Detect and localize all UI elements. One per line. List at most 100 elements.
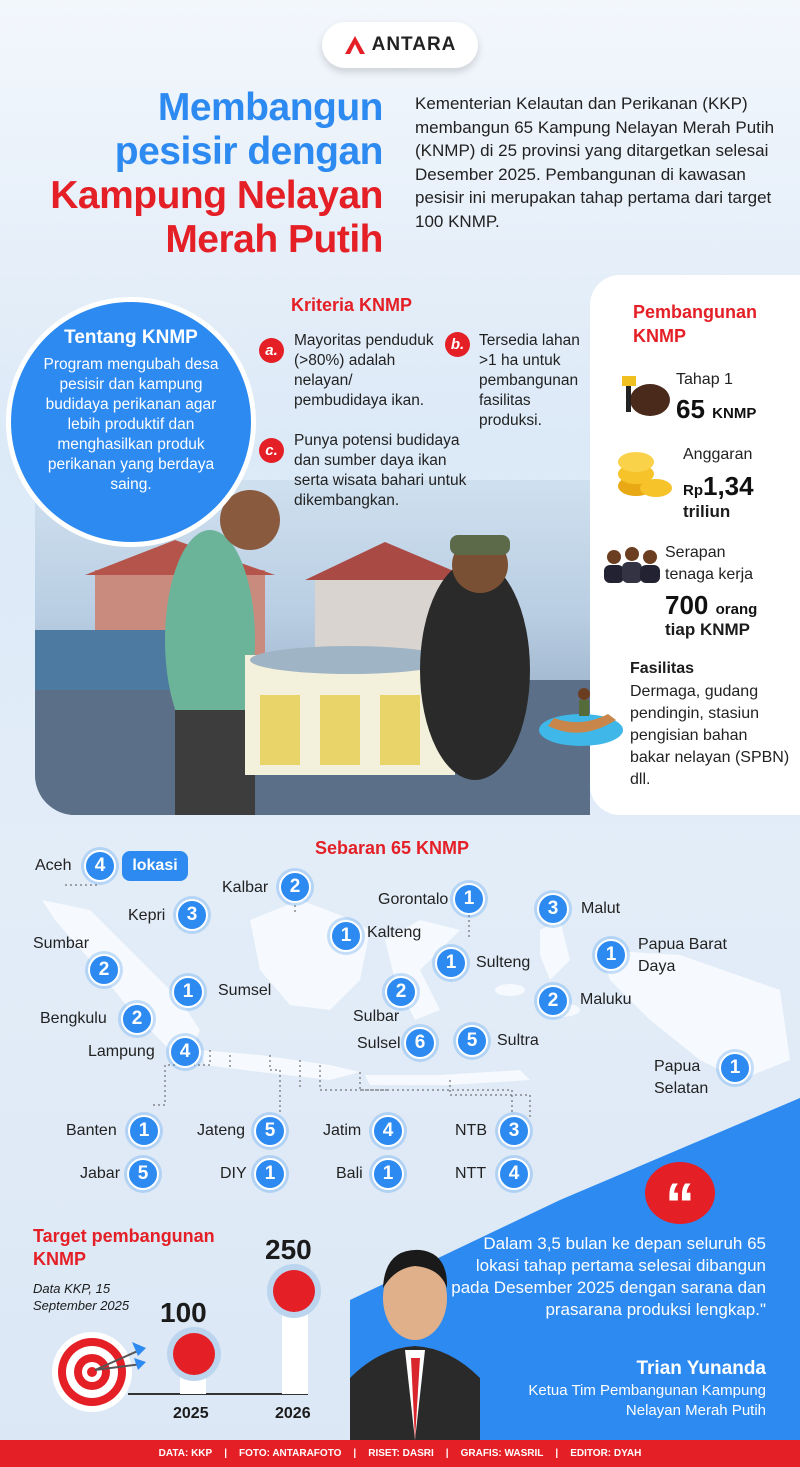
map-marker-count: 2 [279, 871, 311, 903]
map-marker-count: 4 [372, 1115, 404, 1147]
map-marker-count: 1 [330, 920, 362, 952]
value-2026: 250 [265, 1234, 312, 1265]
workers-suffix: tiap KNMP [665, 620, 750, 639]
budget-unit: triliun [683, 502, 731, 521]
map-region-label: Jatim [323, 1122, 362, 1139]
budget-label: Anggaran [683, 446, 753, 463]
separator: | [353, 1448, 357, 1459]
map-marker-count: 4 [498, 1158, 530, 1190]
point-2025 [173, 1333, 215, 1375]
speaker-portrait [350, 1249, 480, 1440]
map-region-label: Sulteng [476, 954, 531, 971]
map-marker-count: 5 [254, 1115, 286, 1147]
map-marker-count: 1 [172, 976, 204, 1008]
map-region-label: Aceh [35, 857, 72, 874]
credit-photo: FOTO: ANTARAFOTO [239, 1448, 342, 1459]
map-marker-count: 3 [537, 893, 569, 925]
title-line: Kampung Nelayan [50, 174, 383, 217]
workers-label: Serapan tenaga kerja [665, 544, 754, 583]
credit-research: RISET: DASRI [368, 1448, 434, 1459]
credit-editor: EDITOR: DYAH [570, 1448, 642, 1459]
fishermen-photo [35, 480, 590, 815]
map-marker-count: 5 [456, 1025, 488, 1057]
criteria-badge-b: b. [445, 332, 470, 357]
map-region-label: Sumbar [33, 935, 90, 952]
map-title: Sebaran 65 KNMP [315, 838, 470, 858]
title-line: Membangun [157, 86, 384, 129]
map-region-label: Sumsel [218, 982, 272, 999]
map-marker-count: 1 [435, 947, 467, 979]
criteria-item-c: Punya potensi budidaya dan sumber daya i… [294, 432, 467, 509]
target-source: Data KKP, 15 September 2025 [33, 1281, 130, 1313]
map-region-label: Kepri [128, 907, 166, 924]
map-marker-count: 4 [84, 850, 116, 882]
antara-logo: ANTARA [322, 22, 478, 68]
stage-value: 65 [676, 394, 705, 424]
map-region-label: Maluku [580, 991, 632, 1008]
target-board-icon [52, 1332, 146, 1412]
facilities-text: Dermaga, gudang pendingin, stasiun pengi… [630, 683, 790, 788]
target-title: Target pembangunan KNMP [33, 1226, 215, 1269]
title-line: Merah Putih [165, 218, 383, 261]
map-region-label: Sultra [497, 1032, 539, 1049]
indonesia-map [42, 884, 790, 1120]
map-region-label: Jabar [80, 1165, 121, 1182]
map-region-label: Sulbar [353, 1008, 400, 1025]
separator: | [445, 1448, 449, 1459]
criteria-item-a: Mayoritas penduduk (>80%) adalah nelayan… [294, 332, 434, 409]
map-marker-count: 4 [169, 1036, 201, 1068]
credit-graphics: GRAFIS: WASRIL [460, 1448, 544, 1459]
map-marker-count: 3 [176, 899, 208, 931]
credits-footer: DATA: KKP | FOTO: ANTARAFOTO | RISET: DASR… [0, 1440, 800, 1467]
map-region-label: Kalteng [367, 924, 422, 941]
development-panel [590, 275, 800, 815]
criteria-badge-c: c. [259, 438, 284, 463]
antara-logo-icon [344, 36, 365, 54]
lokasi-legend: lokasi [122, 851, 188, 881]
criteria-badge-a: a. [259, 338, 284, 363]
coins-icon [618, 452, 672, 497]
point-2026 [273, 1270, 315, 1312]
map-region-label: Sulsel [357, 1035, 401, 1052]
about-title: Tentang KNMP [64, 327, 198, 348]
budget-prefix: Rp [683, 482, 703, 499]
workers-unit: orang [715, 601, 758, 618]
map-marker-count: 1 [453, 883, 485, 915]
budget-value: 1,34 [703, 471, 754, 501]
about-text: Program mengubah desa pesisir dan kampun… [43, 356, 219, 493]
stage-unit: KNMP [712, 405, 757, 422]
about-knmp-circle: Tentang KNMP Program mengubah desa pesis… [6, 297, 256, 547]
fishing-net-icon [622, 376, 670, 416]
intro-text: Kementerian Kelautan dan Perikanan (KKP)… [415, 94, 775, 231]
map-region-label: Jateng [197, 1122, 246, 1139]
year-2026: 2026 [275, 1405, 311, 1422]
workers-value: 700 [665, 590, 709, 620]
map-marker-count: 2 [385, 976, 417, 1008]
map-marker-count: 1 [128, 1115, 160, 1147]
page-title: Membangun pesisir dengan Kampung Nelayan… [50, 86, 383, 262]
map-marker-count: 2 [88, 954, 120, 986]
map-region-label: NTT [455, 1165, 487, 1182]
speaker-name: Trian Yunanda [636, 1358, 766, 1379]
value-2025: 100 [160, 1297, 207, 1328]
speaker-role: Ketua Tim Pembangunan Kampung Nelayan Me… [528, 1382, 766, 1419]
title-line: pesisir dengan [114, 130, 384, 173]
map-region-label: Gorontalo [378, 891, 449, 908]
map-region-label: NTB [455, 1122, 487, 1139]
map-marker-count: 6 [404, 1027, 436, 1059]
people-icon [604, 547, 660, 583]
stage-label: Tahap 1 [676, 371, 733, 388]
map-region-label: Banten [66, 1122, 117, 1139]
chart-baseline [128, 1393, 308, 1395]
map-region-label: Malut [581, 900, 621, 917]
map-marker-count: 1 [595, 939, 627, 971]
map-marker-count: 2 [537, 985, 569, 1017]
map-region-label: Bengkulu [40, 1010, 107, 1027]
map-region-label: Papua Barat Daya [638, 936, 727, 975]
map-region-label: Kalbar [222, 879, 269, 896]
map-marker-count: 5 [127, 1158, 159, 1190]
separator: | [224, 1448, 227, 1459]
development-title: Pembangunan KNMP [633, 302, 758, 346]
credit-data: DATA: KKP [158, 1448, 213, 1459]
separator: | [555, 1448, 559, 1459]
